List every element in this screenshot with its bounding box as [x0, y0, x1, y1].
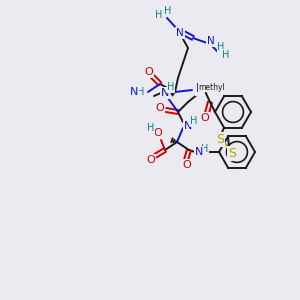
Text: O: O: [145, 67, 153, 77]
Text: H: H: [222, 50, 230, 60]
Text: N: N: [176, 28, 184, 38]
Text: O: O: [156, 103, 164, 113]
Text: H: H: [217, 42, 225, 52]
Text: N: N: [161, 88, 169, 98]
Text: N: N: [130, 87, 138, 97]
Text: S: S: [228, 147, 236, 160]
Text: O: O: [201, 113, 209, 123]
Text: H: H: [155, 10, 163, 20]
Text: H: H: [137, 87, 145, 97]
Text: H: H: [201, 144, 209, 154]
Text: methyl: methyl: [199, 82, 225, 91]
Text: O: O: [147, 155, 155, 165]
Text: N: N: [195, 147, 203, 157]
Text: N: N: [184, 121, 192, 131]
Text: H: H: [147, 123, 155, 133]
Text: N: N: [196, 82, 204, 95]
Text: O: O: [154, 128, 162, 138]
Text: H: H: [190, 116, 198, 126]
Text: H: H: [164, 6, 172, 16]
Text: H: H: [167, 82, 175, 92]
Text: N: N: [207, 36, 215, 46]
Text: O: O: [183, 160, 191, 170]
Text: S: S: [216, 133, 224, 146]
